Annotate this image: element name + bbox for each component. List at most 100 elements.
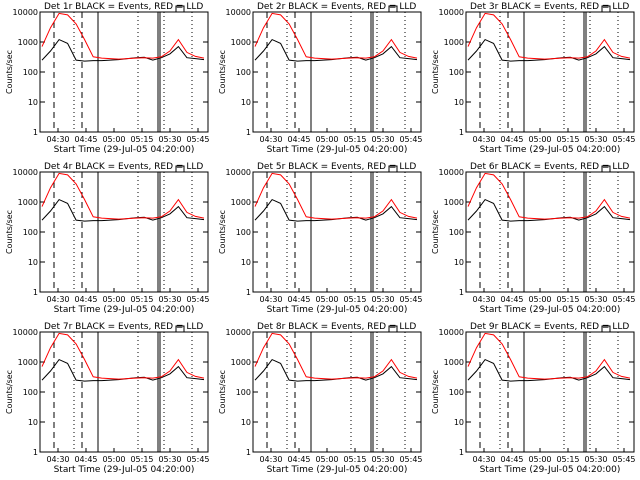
- y-tick-label: 100: [23, 388, 38, 397]
- y-tick-label: 10: [28, 98, 38, 107]
- y-tick-label: 10000: [439, 168, 464, 177]
- y-tick-label: 100: [23, 228, 38, 237]
- y-tick-label: 10000: [439, 8, 464, 17]
- x-axis-label: Start Time (29-Jul-05 04:20:00): [480, 145, 621, 155]
- x-tick-label: 05:15: [556, 295, 579, 304]
- x-tick-label: 05:00: [102, 455, 125, 464]
- legend-box: [601, 5, 611, 13]
- y-tick-label: 1: [33, 128, 38, 137]
- plot-frame: [252, 331, 422, 453]
- y-tick-label: 100: [23, 68, 38, 77]
- series-line-events: [41, 38, 205, 62]
- x-tick-label: 05:30: [158, 295, 181, 304]
- y-axis-label: Counts/sec: [431, 210, 440, 254]
- plot-frame: [39, 11, 209, 133]
- x-tick-label: 05:00: [315, 135, 338, 144]
- chart-panel-2: 1 10 100 1000 10000 04:30 04:45 05:00 05:15 05:30…: [218, 2, 423, 155]
- chart-panel-5: 1 10 100 1000 10000 04:30 04:45 05:00 05:15 05:30…: [218, 162, 423, 315]
- x-axis-label: Start Time (29-Jul-05 04:20:00): [54, 145, 195, 155]
- y-tick-label: 10000: [226, 8, 251, 17]
- chart-panel-1: 1 10 100 1000 10000 04:30 04:45 05:00 05:15 05:30…: [5, 2, 210, 155]
- y-tick-label: 1: [246, 448, 251, 457]
- x-tick-label: 04:30: [259, 455, 282, 464]
- chart-title: Det 6r BLACK = Events, RED = LLD: [470, 162, 629, 172]
- series-line-lld: [467, 12, 631, 60]
- plot-frame: [39, 331, 209, 453]
- y-tick-label: 1: [246, 288, 251, 297]
- x-tick-label: 04:45: [500, 455, 523, 464]
- chart-panel-6: 1 10 100 1000 10000 04:30 04:45 05:00 05:15 05:30…: [431, 162, 636, 315]
- y-tick-label: 1000: [18, 198, 38, 207]
- chart-panel-8: 1 10 100 1000 10000 04:30 04:45 05:00 05:15 05:30…: [218, 322, 423, 475]
- x-axis-label: Start Time (29-Jul-05 04:20:00): [267, 305, 408, 315]
- chart-title: Det 4r BLACK = Events, RED = LLD: [44, 162, 203, 172]
- chart-panel-9: 1 10 100 1000 10000 04:30 04:45 05:00 05:15 05:30…: [431, 322, 636, 475]
- y-tick-label: 10: [241, 418, 251, 427]
- legend-box: [601, 325, 611, 333]
- x-tick-label: 04:45: [287, 295, 310, 304]
- x-tick-label: 04:45: [74, 455, 97, 464]
- plot-frame: [465, 11, 635, 133]
- x-axis-label: Start Time (29-Jul-05 04:20:00): [54, 305, 195, 315]
- x-tick-label: 05:30: [584, 295, 607, 304]
- x-tick-label: 04:45: [287, 455, 310, 464]
- y-tick-label: 1000: [444, 198, 464, 207]
- y-tick-label: 1: [246, 128, 251, 137]
- y-tick-label: 10000: [439, 328, 464, 337]
- x-tick-label: 05:00: [315, 455, 338, 464]
- series-line-lld: [254, 172, 418, 220]
- y-tick-label: 10000: [13, 328, 38, 337]
- x-tick-label: 04:30: [259, 135, 282, 144]
- y-tick-label: 100: [236, 68, 251, 77]
- y-axis-label: Counts/sec: [5, 50, 14, 94]
- x-tick-label: 05:00: [102, 135, 125, 144]
- y-tick-label: 1000: [444, 38, 464, 47]
- x-axis-label: Start Time (29-Jul-05 04:20:00): [267, 145, 408, 155]
- y-axis-label: Counts/sec: [218, 370, 227, 414]
- chart-panel-3: 1 10 100 1000 10000 04:30 04:45 05:00 05:15 05:30…: [431, 2, 636, 155]
- x-tick-label: 05:30: [158, 135, 181, 144]
- x-axis-label: Start Time (29-Jul-05 04:20:00): [54, 465, 195, 475]
- y-axis-label: Counts/sec: [431, 370, 440, 414]
- legend-box: [388, 5, 398, 13]
- x-tick-label: 05:15: [343, 295, 366, 304]
- x-tick-label: 05:15: [130, 295, 153, 304]
- y-tick-label: 100: [449, 68, 464, 77]
- x-tick-label: 05:15: [556, 135, 579, 144]
- x-tick-label: 04:30: [472, 455, 495, 464]
- x-tick-label: 04:45: [500, 295, 523, 304]
- y-tick-label: 10: [454, 418, 464, 427]
- x-tick-label: 05:30: [158, 455, 181, 464]
- y-tick-label: 10: [241, 258, 251, 267]
- chart-title: Det 3r BLACK = Events, RED = LLD: [470, 2, 629, 12]
- series-line-events: [254, 38, 418, 62]
- x-tick-label: 04:45: [500, 135, 523, 144]
- series-line-events: [41, 198, 205, 222]
- plot-frame: [465, 331, 635, 453]
- x-tick-label: 05:15: [556, 455, 579, 464]
- y-tick-label: 1: [459, 448, 464, 457]
- y-tick-label: 10000: [13, 8, 38, 17]
- x-tick-label: 05:30: [371, 295, 394, 304]
- series-line-lld: [254, 332, 418, 380]
- x-tick-label: 05:15: [343, 135, 366, 144]
- y-tick-label: 10000: [226, 328, 251, 337]
- y-tick-label: 10: [454, 258, 464, 267]
- plot-frame: [252, 171, 422, 293]
- y-tick-label: 100: [449, 388, 464, 397]
- legend-box: [388, 165, 398, 173]
- series-line-lld: [41, 332, 205, 380]
- y-tick-label: 1000: [231, 198, 251, 207]
- series-line-events: [254, 358, 418, 382]
- x-tick-label: 05:30: [371, 455, 394, 464]
- legend-box: [175, 325, 185, 333]
- series-line-events: [41, 358, 205, 382]
- x-tick-label: 05:45: [186, 295, 209, 304]
- y-tick-label: 10: [454, 98, 464, 107]
- x-axis-label: Start Time (29-Jul-05 04:20:00): [480, 465, 621, 475]
- y-tick-label: 10000: [13, 168, 38, 177]
- y-tick-label: 1: [459, 288, 464, 297]
- y-tick-label: 1000: [18, 38, 38, 47]
- series-line-lld: [467, 332, 631, 380]
- y-tick-label: 1000: [231, 358, 251, 367]
